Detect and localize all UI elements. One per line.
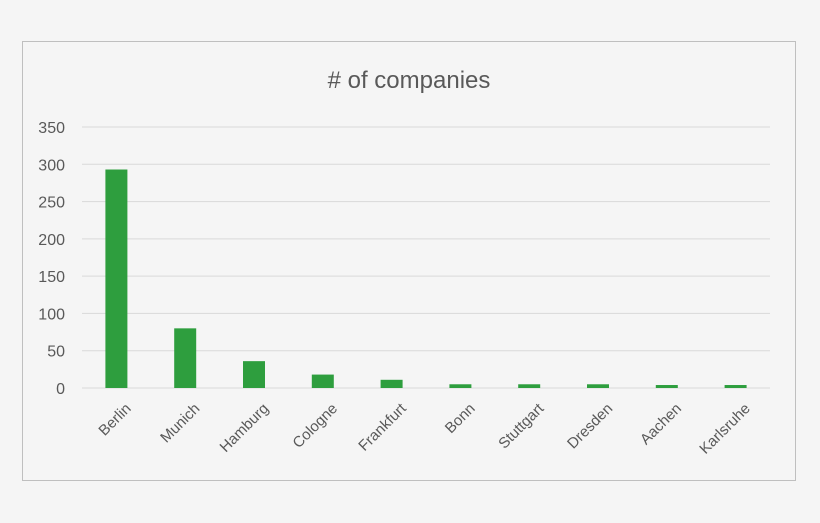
bar-hamburg [243,361,265,388]
bar-munich [174,328,197,388]
bar-berlin [105,169,128,388]
bar-stuttgart [518,384,541,388]
x-tick-label: Bonn [442,400,479,437]
y-tick-label: 50 [47,344,65,361]
y-tick-label: 300 [38,157,65,174]
x-axis-labels: Berlin Munich Hamburg Cologne Frankfurt Bonn S… [95,400,753,458]
y-tick-label: 200 [38,232,65,249]
bar-dresden [587,384,609,388]
x-tick-label: Cologne [289,400,341,452]
bars [105,169,747,388]
x-tick-label: Berlin [95,400,134,439]
x-tick-label: Munich [157,400,203,446]
y-tick-label: 350 [38,120,65,137]
bar-karlsruhe [724,385,747,388]
x-tick-label: Frankfurt [355,400,410,455]
x-tick-label: Aachen [637,400,685,448]
x-tick-label: Karlsruhe [696,400,753,457]
y-tick-label: 100 [38,306,65,323]
bar-aachen [655,385,678,388]
x-tick-label: Dresden [564,400,616,452]
chart-frame [22,41,796,481]
x-tick-label: Stuttgart [495,400,548,453]
y-axis-ticks: 0 50 100 150 200 250 300 350 [38,120,65,398]
x-tick-label: Hamburg [217,400,273,456]
bar-frankfurt [380,379,403,388]
gridlines [82,126,770,389]
bar-cologne [311,374,334,388]
chart-title: # of companies [328,67,491,94]
y-tick-label: 150 [38,269,65,286]
y-tick-label: 250 [38,195,65,212]
y-tick-label: 0 [56,381,65,398]
bar-bonn [449,384,472,388]
